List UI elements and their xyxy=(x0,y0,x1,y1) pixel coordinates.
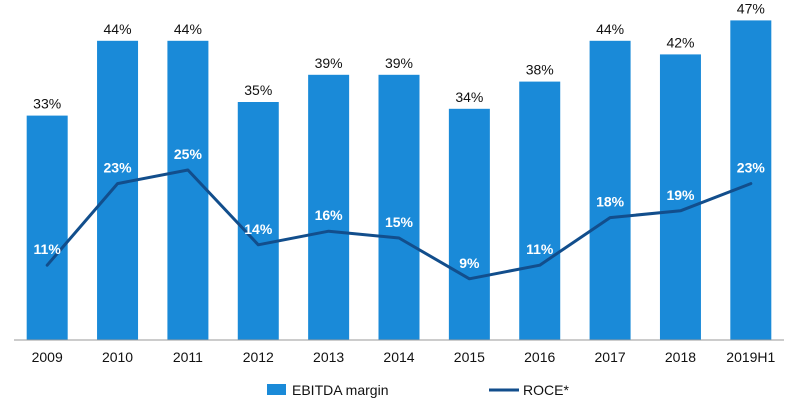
legend-label-ebitda: EBITDA margin xyxy=(292,382,388,398)
line-layer xyxy=(45,168,753,281)
bar-value-label: 39% xyxy=(385,55,413,71)
line-value-label: 11% xyxy=(34,241,62,257)
x-tick-label: 2010 xyxy=(102,349,133,365)
bar-ebitda-2018 xyxy=(659,54,701,341)
line-value-label: 19% xyxy=(666,187,695,203)
bar-value-label: 47% xyxy=(737,0,765,16)
x-tick-label: 2017 xyxy=(595,349,626,365)
labels-layer: 33% 44% 44% 35% 39% 39% 34% 38% 44% 42% 47% 11% 23% 2… xyxy=(33,0,765,270)
line-value-label: 15% xyxy=(385,214,414,230)
bar-value-label: 39% xyxy=(315,55,343,71)
legend: EBITDA margin ROCE* xyxy=(267,382,569,398)
bar-ebitda-2014 xyxy=(378,74,420,341)
ticks-layer: 2009 2010 2011 2012 2013 2014 2015 2016 2017 2018… xyxy=(32,349,776,365)
bar-ebitda-2011 xyxy=(167,40,209,341)
x-tick-label: 2016 xyxy=(524,349,555,365)
x-tick-label: 2015 xyxy=(454,349,485,365)
bar-value-label: 33% xyxy=(33,96,61,112)
bar-ebitda-2016 xyxy=(519,81,561,340)
bar-value-label: 34% xyxy=(455,89,483,105)
line-value-label: 11% xyxy=(526,241,554,257)
bars-layer xyxy=(26,20,772,341)
line-value-label: 25% xyxy=(174,146,203,162)
bar-ebitda-2015 xyxy=(448,108,490,340)
bar-ebitda-2010 xyxy=(97,40,139,341)
line-value-label: 23% xyxy=(737,160,766,176)
bar-ebitda-2009 xyxy=(26,115,68,340)
bar-ebitda-2012 xyxy=(237,102,279,340)
bar-ebitda-2017 xyxy=(589,40,631,341)
bar-value-label: 44% xyxy=(596,21,624,37)
line-value-label: 18% xyxy=(596,194,625,210)
line-value-label: 16% xyxy=(315,207,344,223)
bar-ebitda-2013 xyxy=(308,74,350,341)
line-value-label: 23% xyxy=(104,160,133,176)
bar-value-label: 35% xyxy=(244,82,272,98)
line-value-label: 9% xyxy=(459,255,480,271)
x-tick-label: 2018 xyxy=(665,349,696,365)
bar-value-label: 38% xyxy=(526,62,554,78)
x-tick-label: 2019H1 xyxy=(726,349,775,365)
x-tick-label: 2012 xyxy=(243,349,274,365)
bar-value-label: 44% xyxy=(104,21,132,37)
bar-value-label: 44% xyxy=(174,21,202,37)
line-value-label: 14% xyxy=(244,221,273,237)
bar-value-label: 42% xyxy=(666,34,694,50)
x-tick-label: 2013 xyxy=(313,349,344,365)
bar-ebitda-2019h1 xyxy=(730,20,772,341)
x-tick-label: 2009 xyxy=(32,349,63,365)
x-tick-label: 2014 xyxy=(383,349,414,365)
legend-swatch-ebitda xyxy=(267,384,286,395)
x-tick-label: 2011 xyxy=(173,349,203,365)
legend-label-roce: ROCE* xyxy=(523,382,569,398)
